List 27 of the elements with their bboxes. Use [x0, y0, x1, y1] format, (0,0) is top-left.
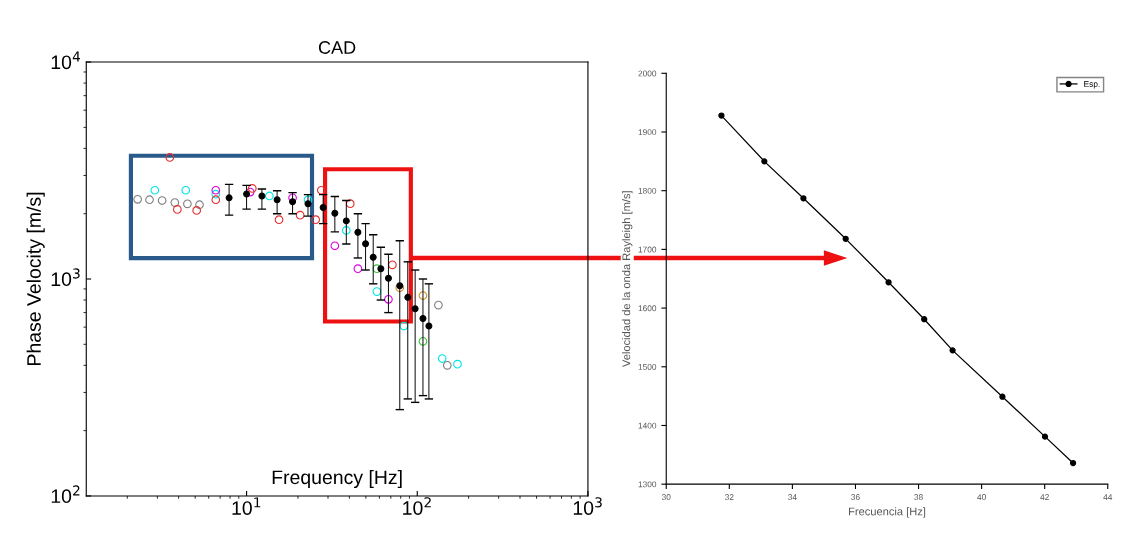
y-axis-title: Velocidad de la onda Rayleigh [m/s] — [622, 191, 633, 368]
y-tick-label: 1300 — [638, 481, 657, 488]
x-tick-label: 42 — [1040, 494, 1049, 500]
x-tick-label: 34 — [788, 494, 797, 501]
y-tick-label: 10$^{3}$ — [51, 268, 80, 287]
y-tick-label: 1500 — [638, 363, 657, 370]
x-tick-label: 10$^{2}$ — [403, 497, 431, 515]
x-tick-label: 36 — [851, 494, 860, 501]
y-tick-label: 1700 — [638, 246, 657, 253]
x-tick-label: 10$^{1}$ — [232, 497, 261, 515]
chart-title: CAD — [318, 41, 356, 54]
legend-label: Esp. — [1084, 81, 1100, 89]
x-tick-label: 44 — [1103, 494, 1113, 500]
y-tick-label: 1900 — [638, 129, 657, 136]
x-tick-label: 40 — [977, 494, 986, 501]
y-tick-label: 1800 — [638, 187, 657, 194]
x-tick-label: 32 — [725, 494, 734, 501]
x-tick-label: 38 — [914, 494, 923, 501]
x-tick-label: 10$^{3}$ — [573, 497, 602, 515]
y-tick-label: 10$^{4}$ — [51, 51, 80, 70]
x-tick-label: 30 — [661, 494, 671, 501]
x-axis-title: Frequency [Hz] — [272, 469, 402, 489]
x-axis-title: Frecuencia [Hz] — [849, 507, 926, 518]
y-tick-label: 1600 — [638, 305, 657, 312]
y-axis-title: Phase Velocity [m/s] — [26, 192, 45, 365]
y-tick-label: 2000 — [638, 70, 657, 77]
y-tick-label: 1400 — [638, 422, 657, 429]
